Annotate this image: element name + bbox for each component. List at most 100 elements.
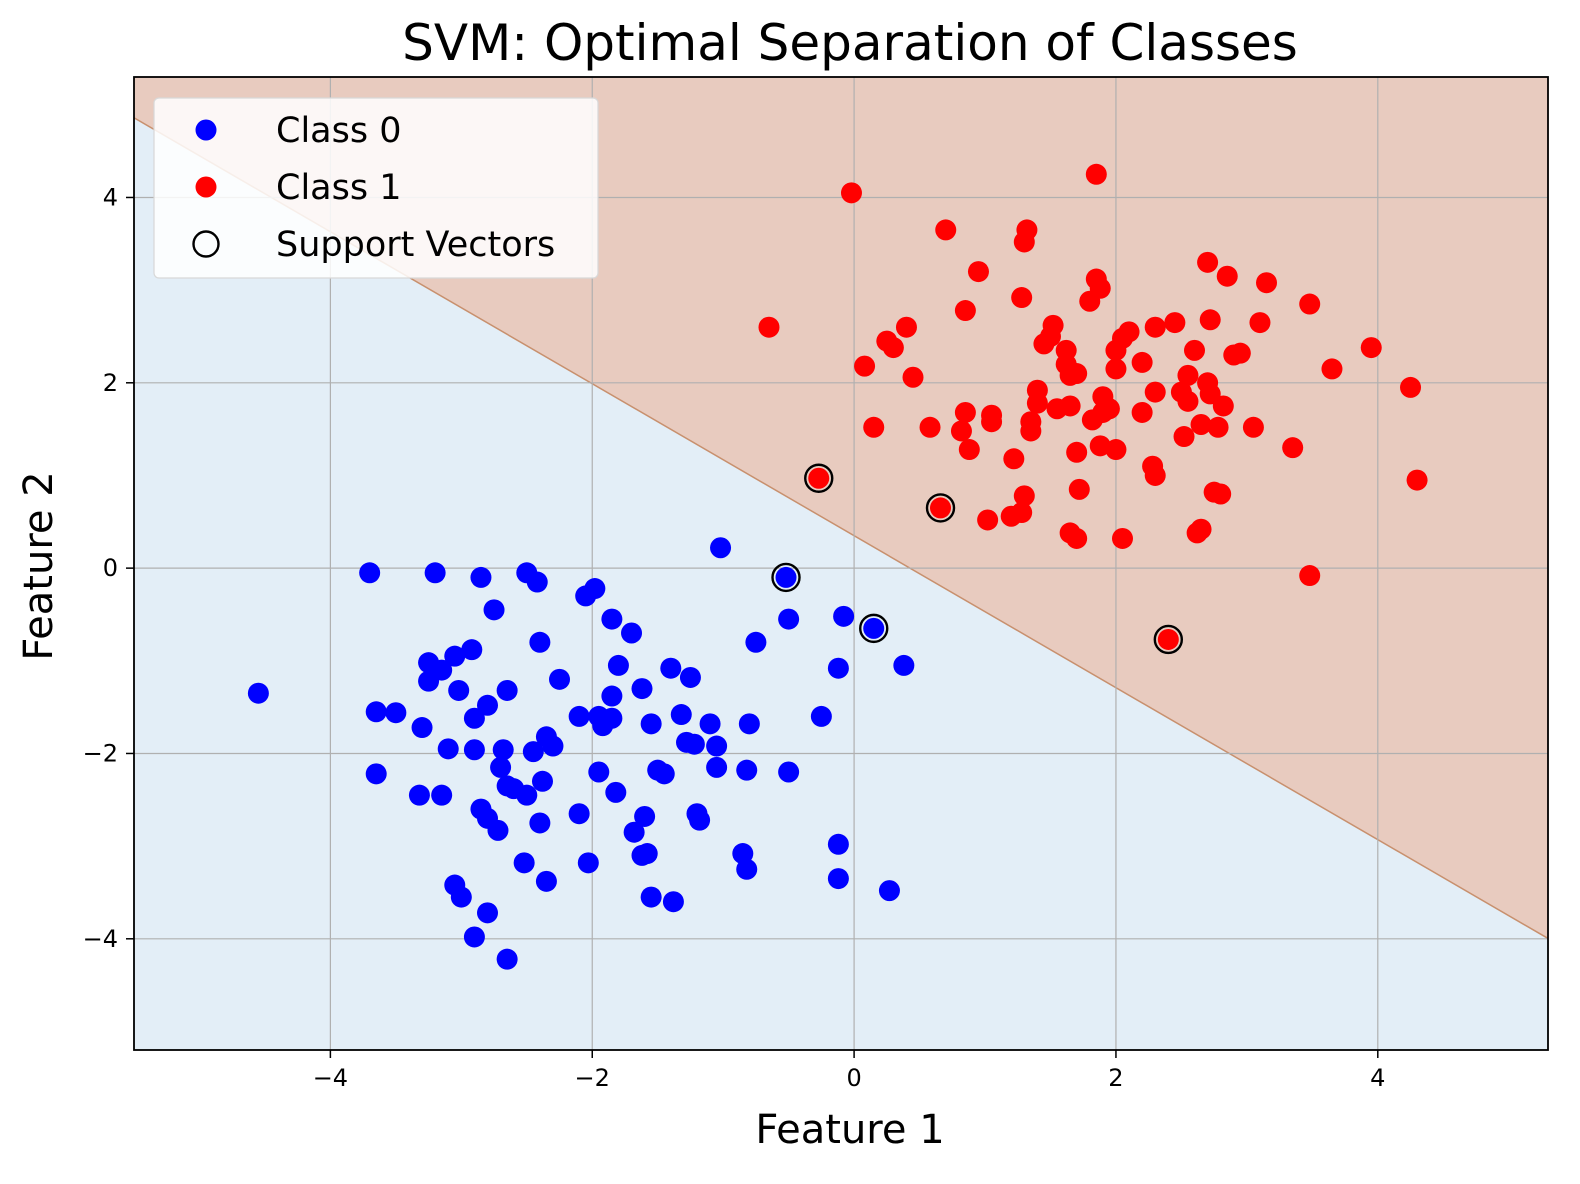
class-0-point — [535, 870, 557, 892]
support-vector-marker — [925, 493, 956, 523]
class-0-point — [411, 717, 433, 739]
y-tick-label: −4 — [83, 925, 118, 953]
class-1-point — [1223, 344, 1245, 366]
class-1-point — [919, 416, 941, 438]
class-0-point — [431, 784, 453, 806]
class-1-point — [1199, 309, 1221, 331]
legend-label: Class 1 — [276, 168, 401, 208]
class-0-point — [662, 891, 684, 913]
class-1-point — [1210, 483, 1232, 505]
class-0-point — [492, 739, 514, 761]
class-0-point — [827, 657, 849, 679]
class-0-point — [706, 735, 728, 757]
class-1-point — [1033, 333, 1055, 355]
class-0-point — [732, 843, 754, 865]
legend-box — [153, 97, 599, 279]
class-0-point — [584, 578, 606, 600]
class-1-point — [1157, 628, 1179, 650]
class-1-point — [1105, 339, 1127, 361]
class-0-point — [490, 756, 512, 778]
legend-marker-class-1 — [195, 176, 217, 198]
x-tick-label: 2 — [1108, 1064, 1123, 1092]
class-1-point — [1111, 527, 1133, 549]
series-class-0 — [247, 537, 915, 970]
class-1-point — [958, 439, 980, 461]
class-1-point — [950, 420, 972, 442]
class-0-point — [448, 679, 470, 701]
legend-marker-class-0 — [195, 119, 217, 141]
class-0-point — [568, 803, 590, 825]
class-1-point — [1299, 293, 1321, 315]
class-1-point — [1092, 401, 1114, 423]
class-0-point — [810, 705, 832, 727]
class-1-point — [1066, 527, 1088, 549]
class-1-point — [1068, 478, 1090, 500]
class-0-point — [408, 784, 430, 806]
class-1-point — [1079, 290, 1101, 312]
class-1-point — [1020, 420, 1042, 442]
class-1-point — [1242, 416, 1264, 438]
class-0-point — [437, 738, 459, 760]
class-1-point — [935, 219, 957, 241]
support-vector-marker — [804, 463, 834, 493]
class-0-point — [601, 608, 623, 630]
class-1-point — [981, 411, 1003, 433]
data-points — [247, 163, 1428, 970]
class-0-point — [631, 678, 653, 700]
class-0-point — [689, 809, 711, 831]
class-0-point — [516, 784, 538, 806]
class-0-point — [385, 702, 407, 724]
class-1-point — [1360, 337, 1382, 359]
class-1-point — [1249, 312, 1271, 334]
class-0-point — [444, 645, 466, 667]
class-0-point — [736, 759, 758, 781]
class-1-point — [967, 261, 989, 283]
class-1-point — [1177, 364, 1199, 386]
plot-area: −4 −2 0 2 4 −4 −2 0 2 4 — [83, 76, 1549, 1092]
legend-marker-support-vectors — [192, 230, 220, 258]
class-0-point — [522, 741, 544, 763]
class-0-point — [745, 631, 767, 653]
y-tick-label: 0 — [103, 554, 118, 582]
class-1-point — [854, 355, 876, 377]
series-class-1 — [758, 163, 1428, 650]
class-0-point — [365, 763, 387, 785]
class-1-point — [1207, 416, 1229, 438]
class-0-point — [477, 694, 498, 716]
x-tick-label: 4 — [1370, 1064, 1385, 1092]
class-1-point — [1000, 505, 1022, 527]
class-1-point — [977, 509, 999, 531]
class-0-point — [636, 843, 658, 865]
class-1-point — [1003, 448, 1025, 470]
class-0-point — [778, 608, 800, 630]
class-1-point — [808, 467, 830, 489]
class-1-point — [1256, 272, 1278, 294]
class-1-point — [1066, 363, 1088, 385]
series-support-vectors — [771, 463, 1184, 655]
class-0-point — [699, 713, 721, 735]
class-1-point — [1026, 392, 1048, 414]
x-axis-label: Feature 1 — [755, 1107, 944, 1153]
chart-title: SVM: Optimal Separation of Classes — [402, 14, 1298, 72]
class-1-point — [1282, 437, 1304, 459]
y-axis-label: Feature 2 — [16, 471, 62, 660]
class-0-point — [670, 704, 692, 726]
class-1-point — [1144, 381, 1166, 403]
region-class-1 — [134, 77, 1548, 939]
class-1-point — [1321, 358, 1343, 380]
class-1-point — [758, 316, 780, 338]
class-0-point — [529, 631, 551, 653]
y-tick-label: 4 — [103, 183, 118, 211]
class-0-point — [424, 562, 446, 584]
class-0-point — [640, 886, 662, 908]
class-0-point — [640, 713, 662, 735]
class-0-point — [549, 668, 571, 690]
class-0-point — [607, 654, 629, 676]
legend: Class 0 Class 1 Support Vectors — [153, 97, 599, 279]
class-0-point — [513, 852, 535, 874]
class-1-point — [863, 416, 885, 438]
class-0-point — [496, 679, 518, 701]
class-0-point — [496, 948, 518, 970]
class-0-point — [601, 685, 623, 707]
